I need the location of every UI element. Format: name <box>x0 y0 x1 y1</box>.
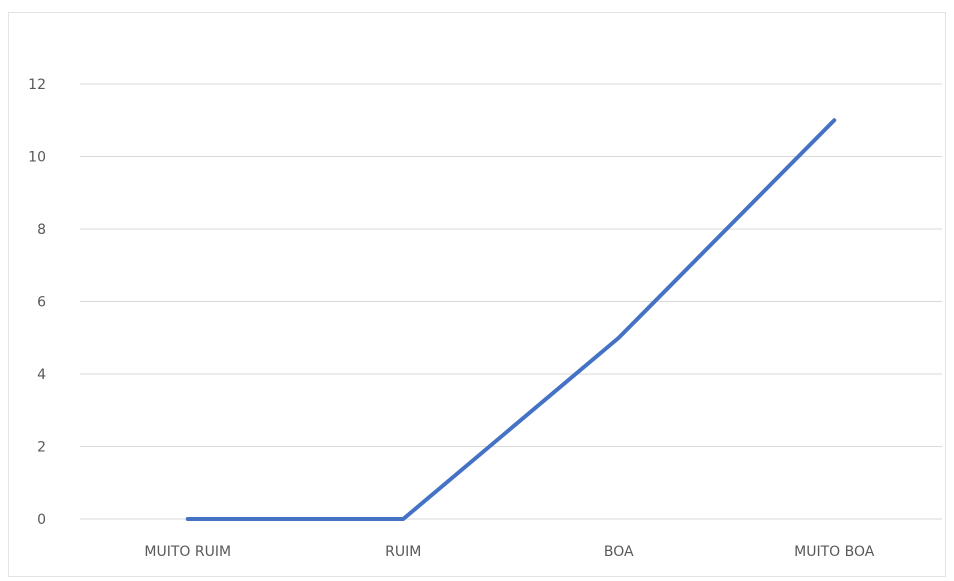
x-tick-label: MUITO RUIM <box>144 544 231 560</box>
data-point-boa <box>618 337 620 339</box>
data-point-muito-boa <box>833 119 835 121</box>
x-tick-label: MUITO BOA <box>794 544 875 560</box>
x-tick-label: RUIM <box>385 544 421 560</box>
y-tick-label: 6 <box>37 295 46 311</box>
y-axis-tick-labels: 0 2 4 6 8 10 12 <box>28 77 46 528</box>
x-axis-tick-labels: MUITO RUIM RUIM BOA MUITO BOA <box>144 544 874 560</box>
data-point-ruim <box>402 518 404 520</box>
x-tick-label: BOA <box>604 544 634 560</box>
data-point-muito-ruim <box>187 518 189 520</box>
y-tick-label: 0 <box>37 512 46 528</box>
y-tick-label: 2 <box>37 440 46 456</box>
series-line-0 <box>185 118 837 521</box>
y-tick-label: 8 <box>37 222 46 238</box>
chart-frame <box>8 12 946 577</box>
y-tick-label: 4 <box>37 367 46 383</box>
series-layer <box>185 118 837 521</box>
y-tick-label: 10 <box>28 150 46 166</box>
y-tick-label: 12 <box>28 77 46 93</box>
gridlines <box>80 83 942 520</box>
